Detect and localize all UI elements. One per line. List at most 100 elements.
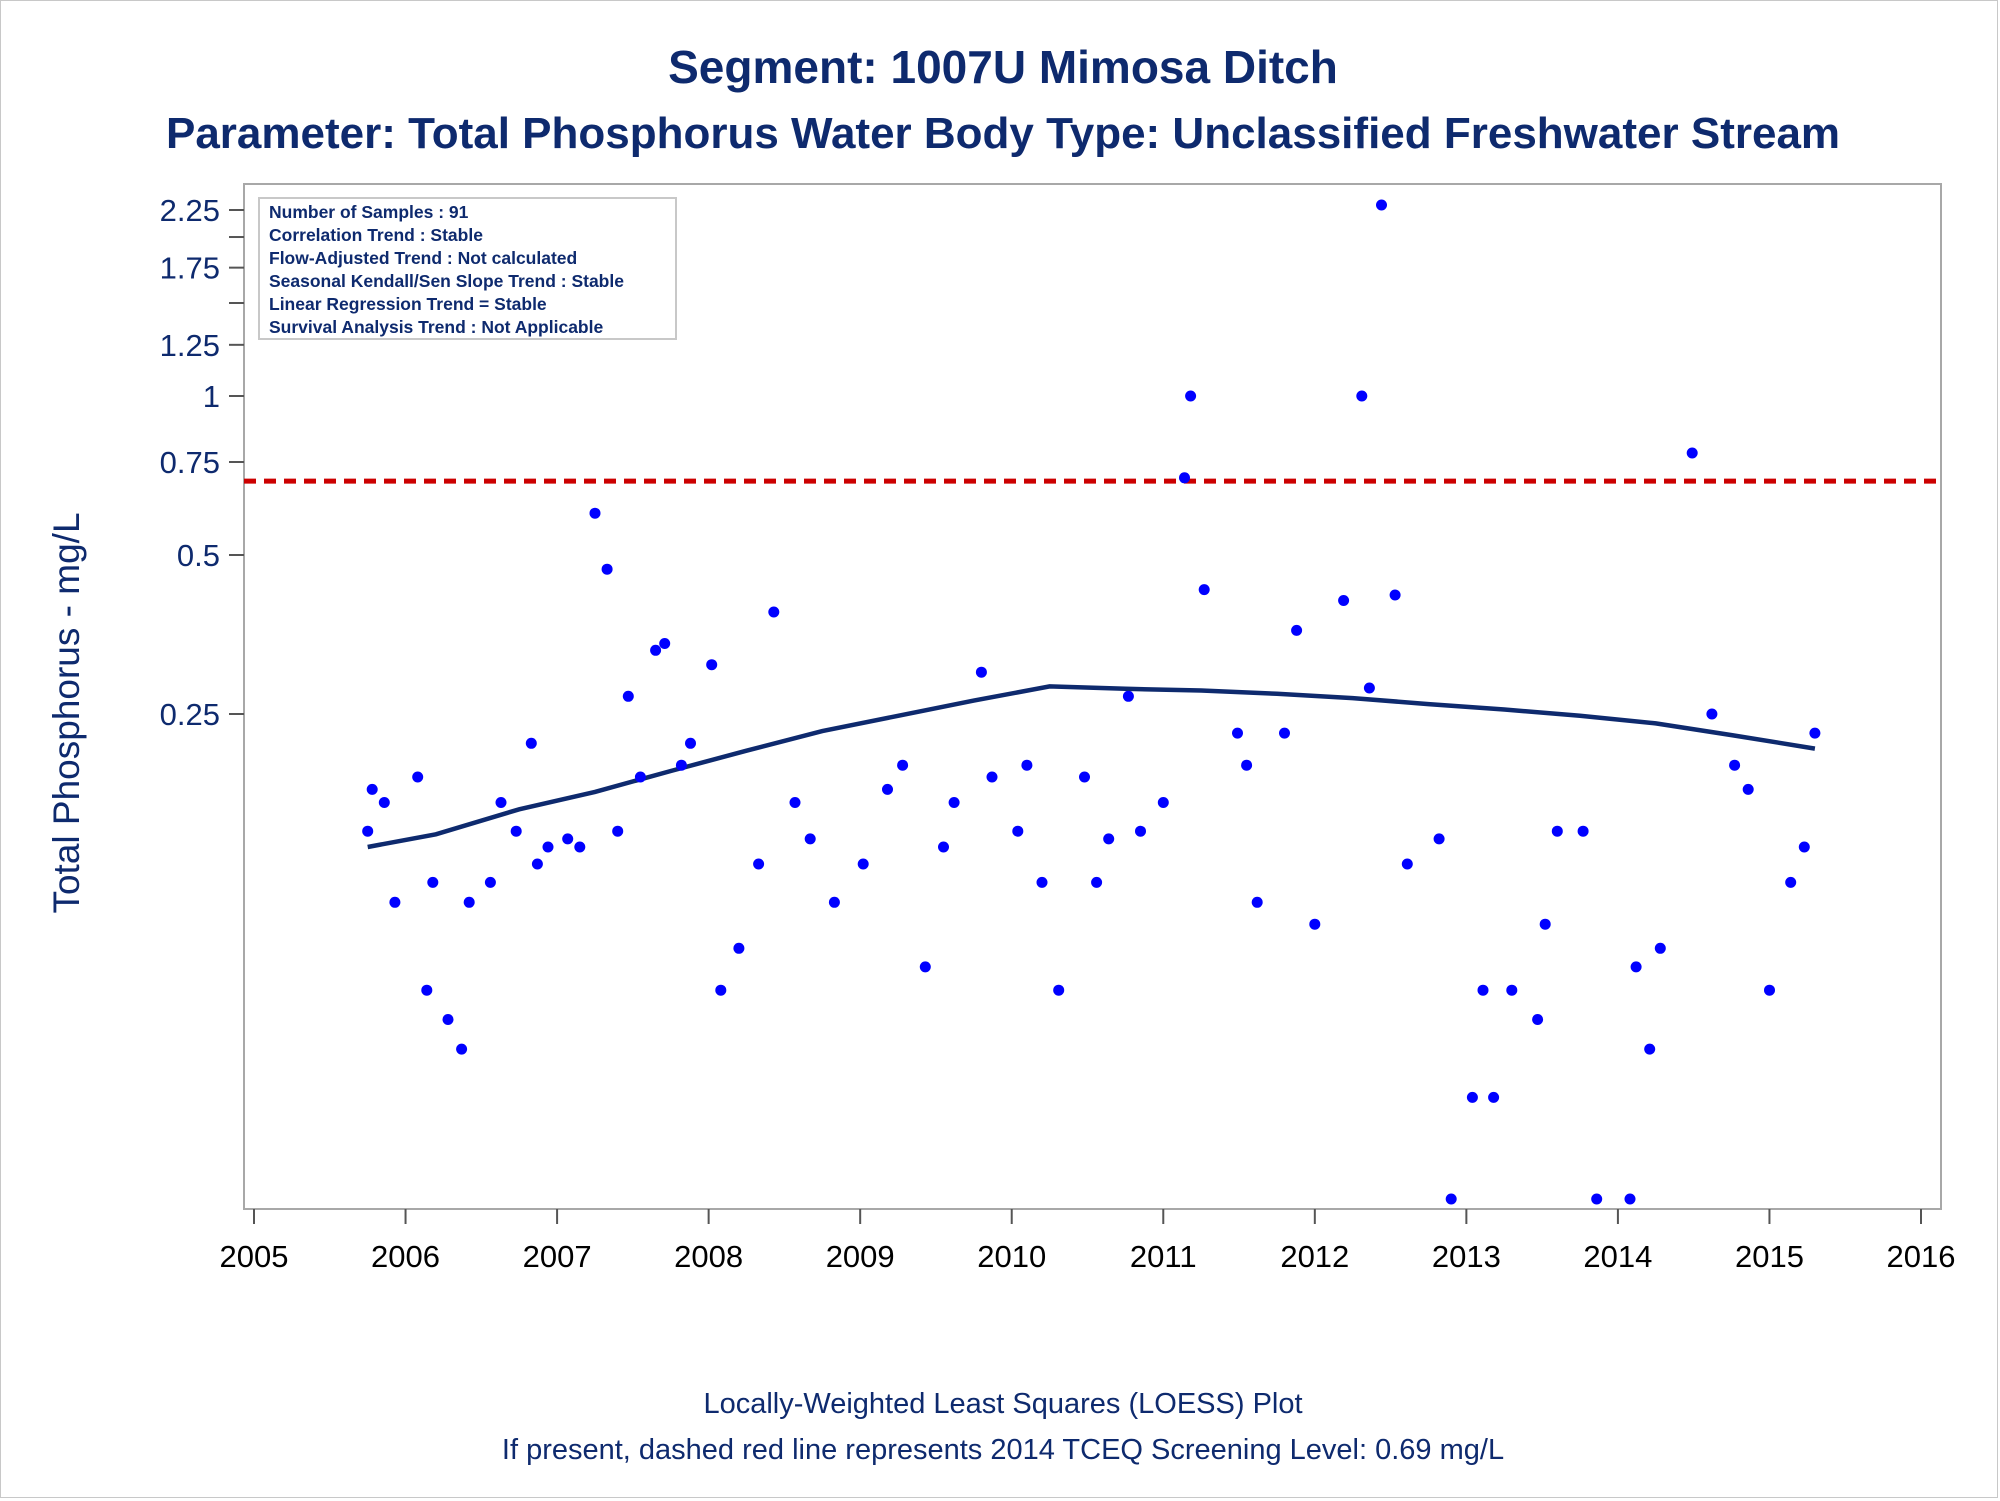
data-point: [589, 507, 601, 519]
data-point: [1179, 472, 1190, 484]
stats-line-linear-regression: Linear Regression Trend = Stable: [269, 294, 547, 314]
data-point: [531, 858, 543, 870]
data-point: [1401, 858, 1413, 870]
data-point: [562, 833, 574, 845]
data-point: [1630, 961, 1642, 973]
data-point: [685, 737, 696, 749]
data-point: [1251, 896, 1263, 908]
data-point: [733, 942, 745, 954]
x-tick-label: 2010: [977, 1239, 1046, 1274]
data-point: [938, 841, 949, 853]
data-point: [1477, 984, 1489, 996]
data-point: [427, 876, 439, 888]
data-point: [1376, 199, 1387, 211]
stats-line-survival: Survival Analysis Trend : Not Applicable: [269, 317, 603, 337]
data-point: [495, 797, 507, 808]
data-point: [1798, 841, 1810, 853]
y-tick-label: 2.25: [160, 193, 220, 228]
y-axis-label: Total Phosphorus - mg/L: [46, 512, 87, 913]
chart-title: Segment: 1007U Mimosa Ditch: [668, 41, 1338, 93]
x-tick-label: 2016: [1887, 1239, 1956, 1274]
data-point: [442, 1014, 454, 1025]
data-point: [1551, 825, 1563, 837]
data-point: [525, 737, 537, 749]
x-tick-label: 2015: [1735, 1239, 1804, 1274]
data-point: [1309, 918, 1321, 930]
x-axis: 2005 2006 2007 2008 2009 2010 2011 2012 2013 2014…: [220, 1209, 1956, 1274]
data-point: [463, 896, 475, 908]
plot-area: [243, 183, 1942, 1210]
data-point: [948, 797, 960, 808]
data-point: [601, 563, 613, 575]
footnote-screening: If present, dashed red line represents 2…: [502, 1434, 1504, 1466]
data-point: [378, 797, 390, 808]
data-point: [1706, 708, 1718, 720]
data-point: [768, 606, 780, 618]
y-tick-label: 0.25: [160, 697, 220, 732]
data-point: [1809, 727, 1821, 739]
data-point: [650, 644, 662, 656]
x-tick-label: 2011: [1130, 1239, 1197, 1274]
data-point: [622, 690, 634, 702]
data-point: [1577, 825, 1589, 837]
data-point: [706, 659, 718, 671]
data-points: [362, 199, 1821, 1205]
data-point: [1506, 984, 1518, 996]
stats-line-samples: Number of Samples : 91: [269, 202, 469, 222]
data-point: [1198, 584, 1210, 596]
y-axis: 0.25 0.5 0.75 1 1.25 1.75 2.25: [160, 193, 244, 732]
data-point: [1466, 1091, 1478, 1103]
data-point: [1742, 783, 1754, 795]
loess-curve: [367, 684, 1816, 850]
data-point: [362, 825, 374, 837]
data-point: [510, 825, 522, 837]
y-tick-label: 1.25: [160, 328, 220, 363]
x-tick-label: 2009: [826, 1239, 895, 1274]
stats-box-border: [258, 197, 677, 340]
x-tick-label: 2013: [1432, 1239, 1501, 1274]
x-tick-label: 2014: [1583, 1239, 1652, 1274]
data-point: [1091, 876, 1103, 888]
data-point: [1433, 833, 1445, 845]
data-point: [1122, 690, 1134, 702]
data-point: [1389, 589, 1401, 601]
data-point: [975, 666, 987, 678]
data-point: [659, 638, 671, 649]
data-point: [1338, 595, 1350, 606]
data-point: [1644, 1043, 1656, 1055]
data-point: [1053, 984, 1065, 996]
data-point: [1686, 447, 1698, 459]
data-point: [789, 797, 801, 808]
data-point: [1232, 727, 1243, 739]
data-point: [634, 771, 646, 783]
y-tick-label: 1.75: [160, 251, 220, 286]
data-point: [753, 858, 765, 870]
footnote-loess: Locally-Weighted Least Squares (LOESS) P…: [703, 1388, 1302, 1420]
x-tick-label: 2012: [1280, 1239, 1349, 1274]
data-point: [1279, 727, 1290, 739]
y-tick-label: 0.5: [177, 538, 220, 573]
data-point: [715, 984, 727, 996]
data-point: [1654, 942, 1666, 954]
data-point: [857, 858, 869, 870]
data-point: [897, 759, 909, 771]
data-point: [1036, 876, 1048, 888]
data-point: [1021, 759, 1033, 771]
data-point: [1079, 771, 1090, 783]
data-point: [1532, 1014, 1544, 1025]
data-point: [574, 841, 586, 853]
data-point: [1291, 624, 1303, 636]
stats-box: Number of Samples : 91 Correlation Trend…: [258, 197, 677, 340]
data-point: [612, 825, 624, 837]
data-point: [1488, 1091, 1500, 1103]
x-tick-label: 2005: [220, 1239, 289, 1274]
data-point: [1241, 759, 1253, 771]
data-point: [1445, 1193, 1457, 1205]
data-point: [1157, 797, 1169, 808]
x-tick-label: 2008: [674, 1239, 743, 1274]
data-point: [366, 783, 378, 795]
data-point: [1591, 1193, 1603, 1205]
data-point: [1764, 984, 1775, 996]
